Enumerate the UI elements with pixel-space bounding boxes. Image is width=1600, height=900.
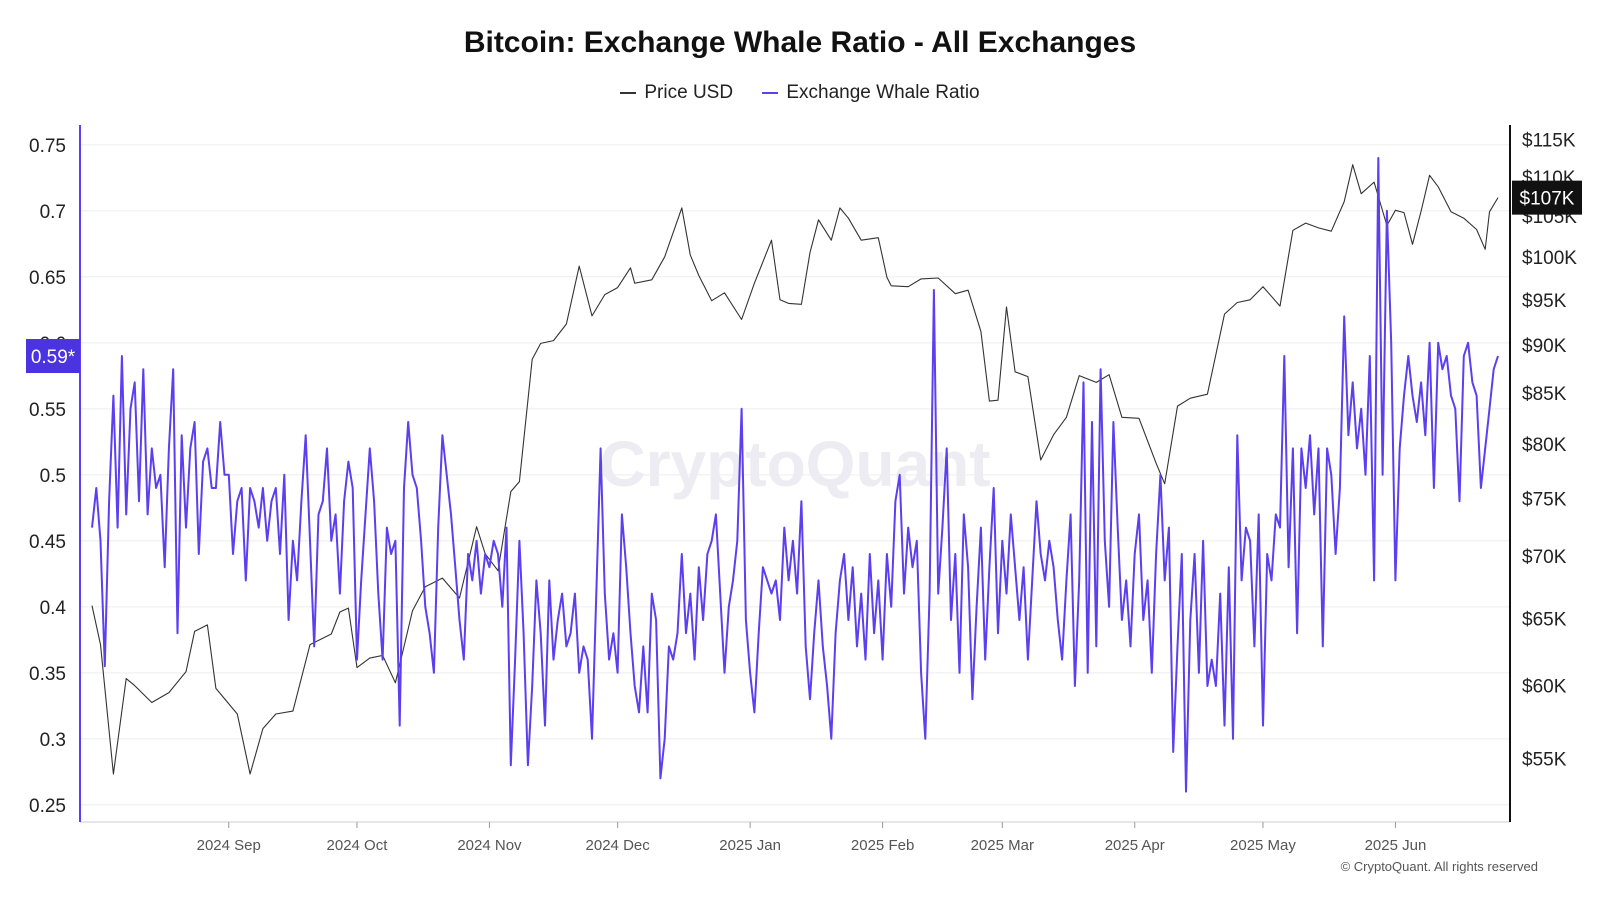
x-tick-label: 2024 Oct <box>327 837 389 854</box>
x-tick-label: 2025 Jan <box>719 837 781 854</box>
x-tick-label: 2024 Dec <box>586 837 651 854</box>
y-left-tick-label: 0.4 <box>40 598 67 619</box>
legend-label-price: Price USD <box>644 82 734 103</box>
y-right-tick-label: $65K <box>1522 609 1567 630</box>
y-left-tick-label: 0.5 <box>40 466 66 487</box>
legend-item-price[interactable]: Price USD <box>620 82 733 104</box>
legend-label-whale: Exchange Whale Ratio <box>786 82 980 103</box>
left-value-marker <box>26 339 80 374</box>
x-tick-label: 2025 Feb <box>851 837 914 854</box>
y-left-tick-label: 0.3 <box>40 730 66 751</box>
y-left-tick-label: 0.45 <box>29 532 66 553</box>
series-line-exchange-whale-ratio <box>91 157 1499 793</box>
legend-swatch-whale <box>762 92 779 94</box>
right-value-marker-label: $107K <box>1520 189 1575 210</box>
y-right-tick-label: $90K <box>1522 336 1567 357</box>
y-left-tick-label: 0.55 <box>29 400 66 421</box>
y-right-tick-label: $80K <box>1522 435 1567 456</box>
y-right-tick-label: $60K <box>1522 677 1567 698</box>
right-value-marker <box>1512 180 1582 215</box>
copyright-text: © CryptoQuant. All rights reserved <box>1340 859 1538 874</box>
y-left-tick-label: 0.65 <box>29 268 66 289</box>
x-tick-label: 2025 Mar <box>971 837 1034 854</box>
y-right-tick-label: $115K <box>1522 130 1576 151</box>
y-right-tick-label: $85K <box>1522 384 1567 405</box>
x-tick-label: 2024 Sep <box>197 837 261 854</box>
x-tick-label: 2024 Nov <box>457 837 522 854</box>
left-value-marker-label: 0.59* <box>31 347 76 368</box>
y-left-tick-label: 0.35 <box>29 664 66 685</box>
legend: Price USD Exchange Whale Ratio <box>0 78 1600 104</box>
x-tick-label: 2025 Jun <box>1365 837 1427 854</box>
y-left-tick-label: 0.25 <box>29 796 66 817</box>
legend-swatch-price <box>620 92 637 94</box>
x-tick-label: 2025 Apr <box>1105 837 1165 854</box>
x-tick-label: 2025 May <box>1230 837 1296 854</box>
y-right-tick-label: $55K <box>1522 750 1567 771</box>
series-line-price-usd <box>91 164 1499 775</box>
legend-item-whale[interactable]: Exchange Whale Ratio <box>762 82 980 104</box>
y-right-tick-label: $95K <box>1522 291 1567 312</box>
y-right-tick-label: $75K <box>1522 489 1567 510</box>
y-left-tick-label: 0.75 <box>29 136 66 157</box>
y-right-tick-label: $100K <box>1522 248 1577 269</box>
y-right-tick-label: $70K <box>1522 547 1567 568</box>
watermark-text: CryptoQuant <box>599 428 990 500</box>
y-left-tick-label: 0.7 <box>40 202 66 223</box>
chart-title: Bitcoin: Exchange Whale Ratio - All Exch… <box>463 26 1137 59</box>
